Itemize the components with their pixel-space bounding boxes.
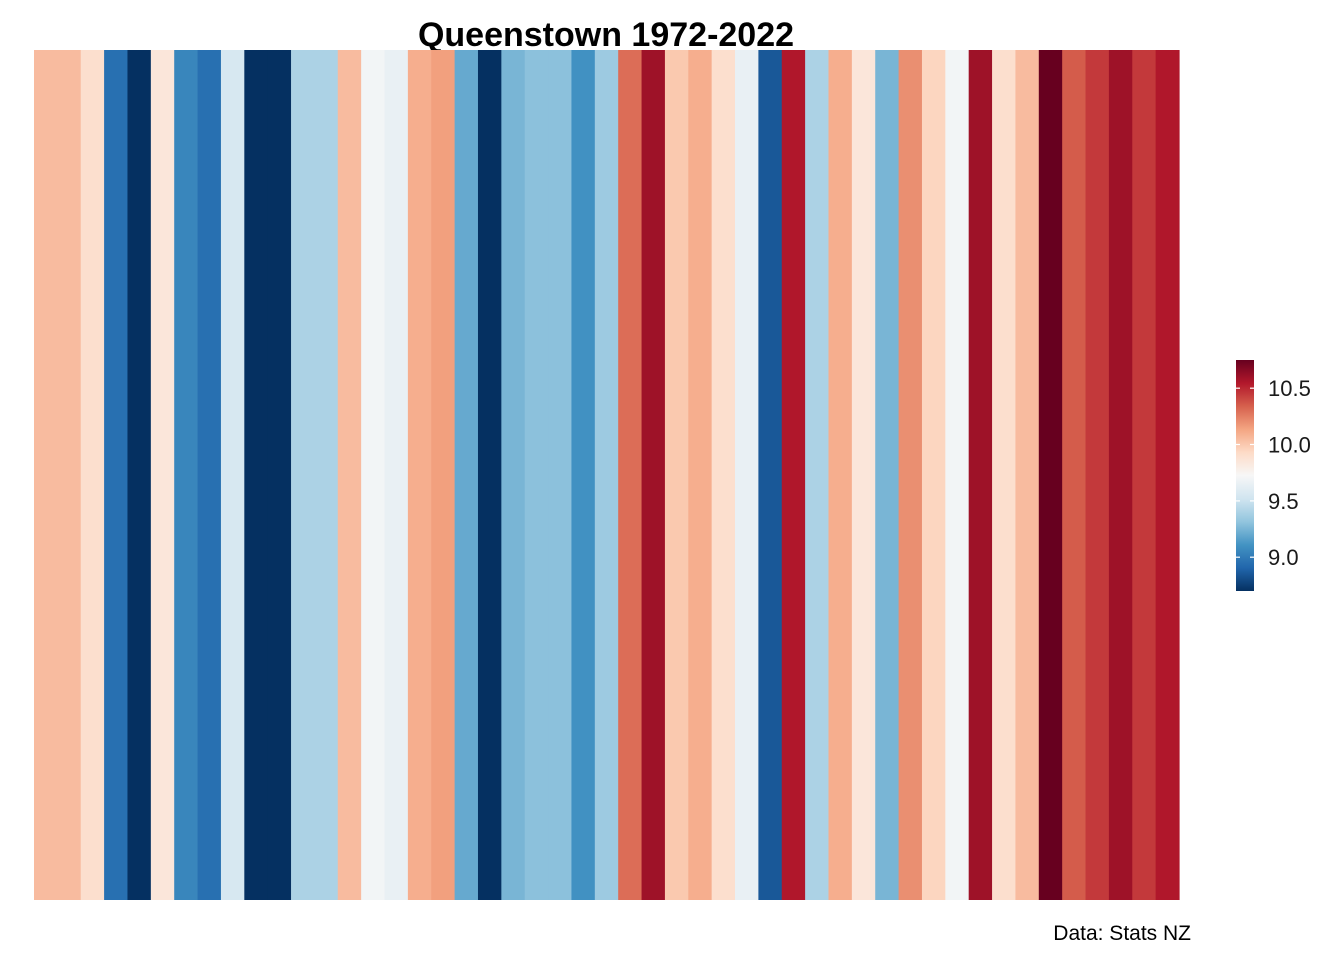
stripe-1981 [244, 50, 269, 900]
chart-caption: Data: Stats NZ [1053, 922, 1191, 945]
stripe-2012 [968, 50, 993, 900]
stripe-2006 [828, 50, 853, 900]
stripe-1987 [384, 50, 409, 900]
stripe-1994 [548, 50, 573, 900]
stripe-2014 [1015, 50, 1040, 900]
stripe-2002 [735, 50, 759, 900]
stripe-2007 [851, 50, 876, 900]
legend-tick-label: 9.5 [1268, 489, 1299, 514]
stripe-1972 [34, 50, 58, 900]
stripe-2005 [805, 50, 830, 900]
stripe-1982 [267, 50, 292, 900]
stripe-1999 [664, 50, 689, 900]
stripe-1988 [407, 50, 432, 900]
stripe-1995 [571, 50, 596, 900]
stripe-1997 [618, 50, 643, 900]
stripe-1993 [524, 50, 549, 900]
stripe-1978 [174, 50, 199, 900]
stripe-1990 [454, 50, 479, 900]
stripe-2016 [1062, 50, 1087, 900]
legend: 9.0 9.5 10.0 10.5 [1236, 360, 1311, 591]
stripe-1983 [291, 50, 316, 900]
stripe-1992 [501, 50, 526, 900]
stripe-1984 [314, 50, 339, 900]
stripe-1979 [197, 50, 222, 900]
stripe-1976 [127, 50, 152, 900]
legend-tick-label: 9.0 [1268, 545, 1299, 570]
stripe-1980 [220, 50, 245, 900]
legend-tick-label: 10.0 [1268, 433, 1311, 458]
stripe-2001 [711, 50, 736, 900]
stripe-2019 [1132, 50, 1157, 900]
stripe-1973 [57, 50, 82, 900]
stripe-1986 [361, 50, 386, 900]
stripe-2009 [898, 50, 923, 900]
stripe-2017 [1085, 50, 1110, 900]
stripe-1975 [104, 50, 129, 900]
stripe-2000 [688, 50, 713, 900]
stripe-2008 [875, 50, 900, 900]
stripe-1977 [150, 50, 175, 900]
stripe-1985 [337, 50, 362, 900]
stripes-group [34, 50, 1180, 900]
stripe-2015 [1038, 50, 1063, 900]
stripe-2011 [945, 50, 970, 900]
stripe-2018 [1108, 50, 1133, 900]
stripe-2004 [781, 50, 806, 900]
stripe-1998 [641, 50, 666, 900]
stripe-2020 [1155, 50, 1180, 900]
stripe-2003 [758, 50, 783, 900]
legend-colorbar [1236, 360, 1254, 591]
legend-tick-label: 10.5 [1268, 376, 1311, 401]
stripe-1996 [594, 50, 619, 900]
chart-title: Queenstown 1972-2022 [418, 16, 794, 54]
stripe-2010 [921, 50, 946, 900]
stripe-1974 [80, 50, 105, 900]
stripe-1989 [431, 50, 456, 900]
stripe-1991 [477, 50, 502, 900]
stripe-2013 [992, 50, 1017, 900]
